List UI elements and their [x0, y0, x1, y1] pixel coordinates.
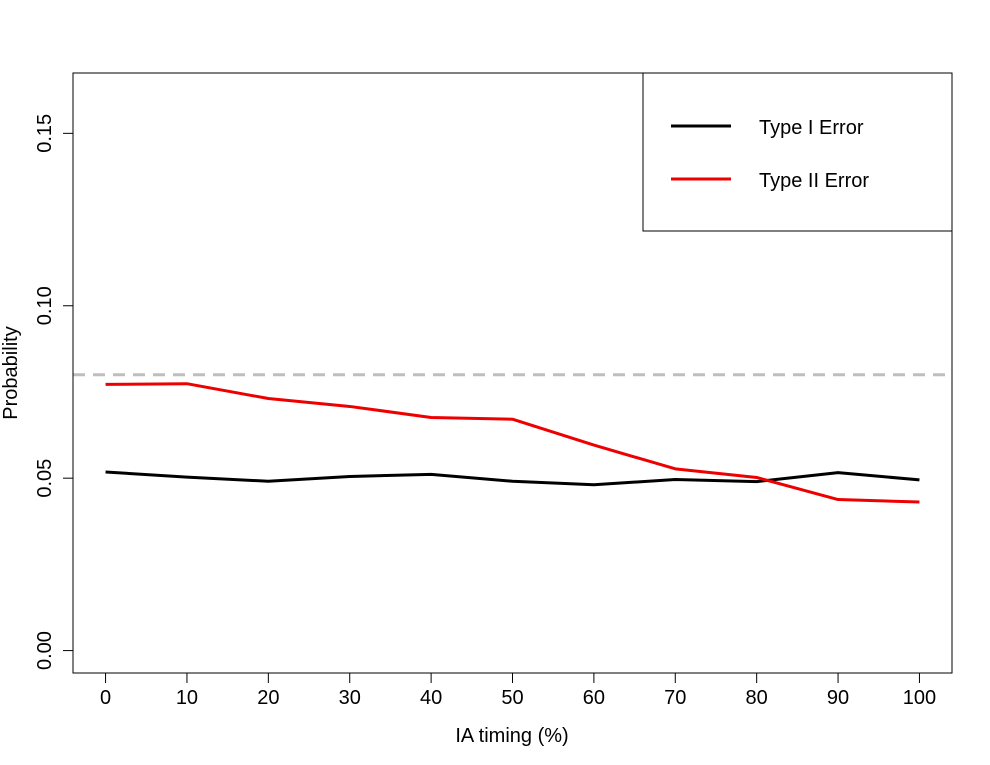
- x-tick-label: 20: [257, 687, 279, 709]
- y-tick-label: 0.00: [34, 631, 56, 670]
- x-tick-label: 90: [827, 687, 849, 709]
- x-tick-label: 40: [420, 687, 442, 709]
- x-tick-label: 100: [903, 687, 936, 709]
- x-axis-label: IA timing (%): [455, 725, 568, 747]
- x-tick-label: 70: [664, 687, 686, 709]
- y-axis: 0.00 0.05 0.10 0.15: [34, 114, 74, 670]
- x-tick-label: 60: [583, 687, 605, 709]
- series-line-type-i-error: [105, 470, 920, 487]
- y-tick-label: 0.05: [34, 459, 56, 498]
- y-axis-label: Probability: [0, 326, 22, 419]
- x-tick-label: 80: [746, 687, 768, 709]
- x-tick-label: 30: [339, 687, 361, 709]
- x-axis: 0 10 20 30 40 50 60 70 80 90 100: [100, 672, 936, 709]
- y-tick-label: 0.15: [34, 114, 56, 153]
- x-tick-label: 50: [501, 687, 523, 709]
- x-tick-label: 0: [100, 687, 111, 709]
- y-tick-label: 0.10: [34, 286, 56, 325]
- series-layer: [105, 382, 920, 504]
- x-tick-label: 10: [176, 687, 198, 709]
- legend-label-type-ii-error: Type II Error: [759, 170, 869, 192]
- legend-box: [642, 72, 953, 232]
- legend: Type I Error Type II Error: [642, 72, 953, 232]
- series-line-type-ii-error: [105, 382, 920, 504]
- legend-label-type-i-error: Type I Error: [759, 117, 864, 139]
